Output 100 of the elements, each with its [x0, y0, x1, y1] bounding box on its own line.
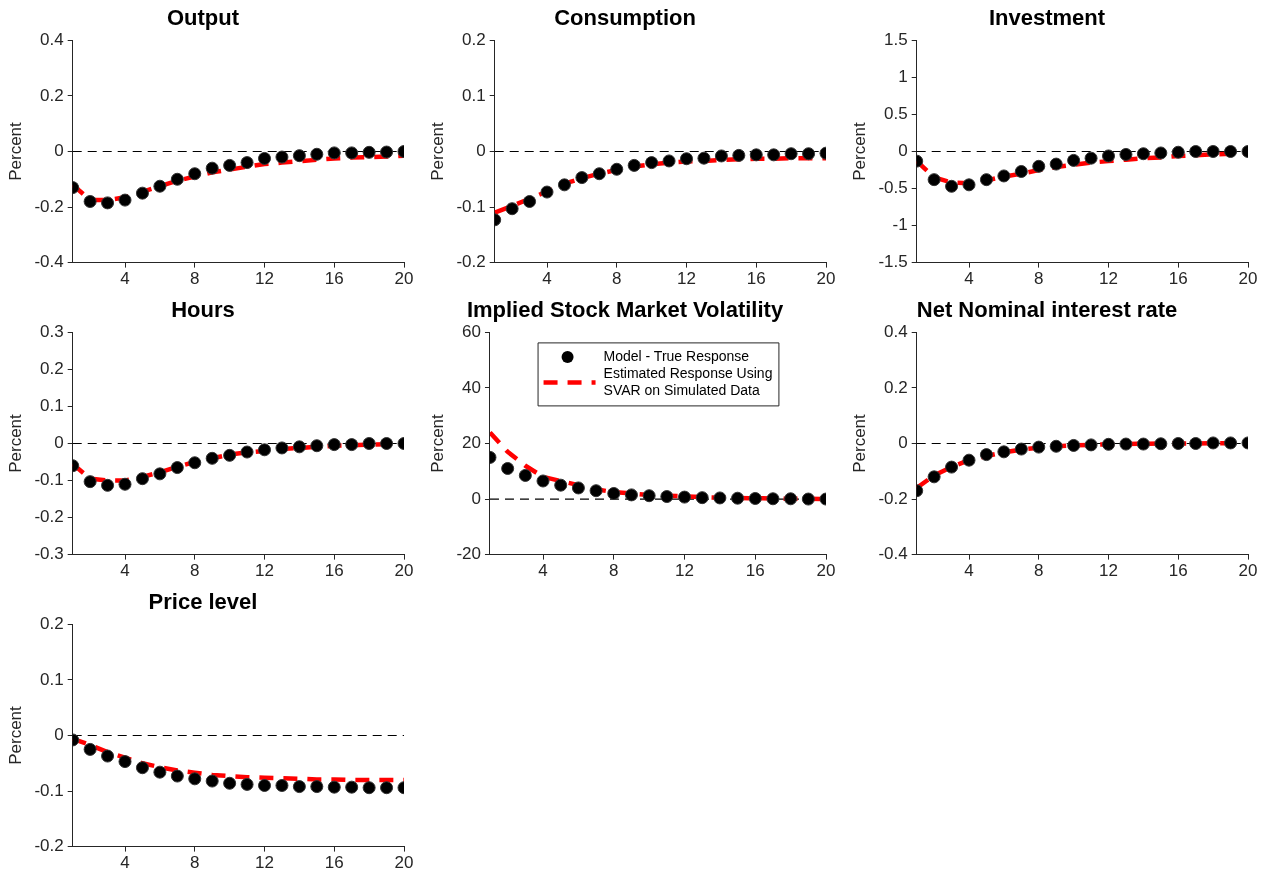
- y-axis-title: Percent: [849, 121, 869, 181]
- point: [170, 769, 184, 783]
- point: [240, 156, 254, 170]
- x-tick-label: 16: [324, 853, 344, 873]
- point: [380, 437, 394, 450]
- x-tick-label: 4: [538, 561, 548, 581]
- point: [1102, 437, 1115, 451]
- y-tick-label: -0.4: [34, 252, 64, 272]
- chart-title: Price level: [148, 589, 258, 615]
- point: [1154, 146, 1168, 160]
- y-tick-label: 0.2: [462, 30, 486, 50]
- point: [927, 470, 941, 484]
- y-tick-label: 0: [54, 141, 64, 161]
- point: [540, 185, 554, 199]
- y-tick-label: -0.2: [34, 196, 64, 216]
- y-tick-label: 0.2: [40, 614, 64, 634]
- legend-label: Estimated Response Using SVAR on Simulated Data: [603, 364, 773, 398]
- point: [345, 438, 359, 452]
- legend-label: Model - True Response: [603, 347, 750, 364]
- y-tick-label: -0.2: [34, 507, 64, 527]
- point: [345, 780, 359, 794]
- point: [1067, 438, 1081, 452]
- point: [101, 749, 115, 763]
- point: [188, 772, 202, 786]
- x-tick-label: 4: [964, 269, 974, 289]
- x-tick-label: 16: [746, 269, 766, 289]
- point: [767, 148, 781, 162]
- point: [1119, 147, 1133, 161]
- y-tick-label: -1: [892, 215, 908, 235]
- point: [1067, 153, 1081, 167]
- y-tick-label: 0: [54, 433, 64, 453]
- point: [1119, 437, 1133, 451]
- point: [1224, 436, 1238, 450]
- y-tick-label: -0.2: [878, 488, 908, 508]
- point: [766, 492, 780, 506]
- y-tick-label: 0.5: [884, 104, 908, 124]
- y-tick-label: 0: [476, 141, 486, 161]
- point: [258, 443, 271, 457]
- point: [205, 451, 219, 465]
- point: [188, 456, 202, 470]
- y-axis-title: Percent: [5, 121, 25, 181]
- point: [802, 147, 816, 161]
- point: [979, 173, 993, 187]
- point: [362, 145, 376, 159]
- x-tick-label: 16: [1168, 269, 1188, 289]
- y-tick-label: -0.1: [34, 780, 64, 800]
- point: [380, 145, 394, 159]
- point: [310, 780, 324, 794]
- x-tick-label: 12: [255, 853, 274, 873]
- point: [713, 491, 727, 505]
- y-tick-label: 0.1: [40, 669, 64, 689]
- y-tick-label: -0.5: [878, 178, 908, 198]
- y-tick-label: 40: [462, 377, 481, 397]
- point: [642, 489, 656, 503]
- y-tick-label: 20: [462, 433, 481, 453]
- point: [557, 178, 571, 192]
- y-tick-label: -0.3: [34, 544, 64, 564]
- point: [624, 488, 638, 502]
- point: [571, 481, 585, 495]
- point: [695, 491, 709, 505]
- chart-title: Investment: [988, 5, 1106, 31]
- y-tick-label: -0.2: [456, 252, 486, 272]
- point: [627, 158, 641, 172]
- x-tick-label: 12: [255, 269, 274, 289]
- point: [607, 487, 621, 500]
- point: [275, 441, 289, 455]
- point: [945, 179, 959, 193]
- point: [1032, 440, 1046, 454]
- point: [380, 781, 394, 795]
- x-tick-label: 12: [677, 269, 696, 289]
- x-tick-label: 12: [1099, 269, 1118, 289]
- y-axis-title: Percent: [5, 705, 25, 765]
- point: [310, 147, 324, 161]
- x-tick-label: 8: [190, 269, 200, 289]
- point: [1171, 437, 1185, 450]
- y-axis-title: Percent: [427, 413, 447, 473]
- y-axis-title: Percent: [5, 413, 25, 473]
- point: [979, 448, 993, 462]
- x-tick-label: 8: [1034, 561, 1044, 581]
- point: [327, 438, 341, 452]
- y-tick-label: 0.3: [40, 322, 64, 342]
- y-tick-label: -0.4: [878, 544, 908, 564]
- point: [749, 148, 763, 162]
- point: [292, 149, 306, 163]
- point: [83, 742, 97, 756]
- point: [962, 178, 976, 192]
- point: [1014, 442, 1028, 456]
- x-tick-label: 16: [745, 561, 765, 581]
- point: [153, 765, 167, 779]
- x-tick-label: 20: [394, 269, 414, 289]
- point: [1154, 437, 1168, 451]
- y-tick-label: 0.2: [884, 377, 908, 397]
- point: [83, 195, 97, 208]
- x-tick-label: 20: [394, 853, 414, 873]
- point: [275, 150, 289, 164]
- point: [1206, 145, 1220, 158]
- chart-title: Implied Stock Market Volatility: [466, 297, 784, 323]
- point: [170, 461, 184, 475]
- y-tick-label: 1: [898, 67, 908, 87]
- point: [997, 445, 1011, 459]
